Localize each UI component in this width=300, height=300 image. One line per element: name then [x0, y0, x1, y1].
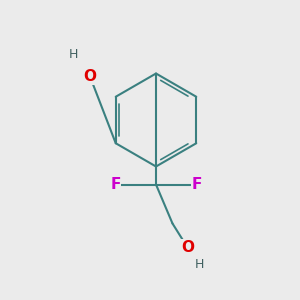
Text: O: O: [83, 69, 97, 84]
Text: H: H: [69, 47, 78, 61]
Text: O: O: [181, 240, 194, 255]
Text: F: F: [110, 177, 121, 192]
Text: F: F: [191, 177, 202, 192]
Text: H: H: [195, 257, 204, 271]
